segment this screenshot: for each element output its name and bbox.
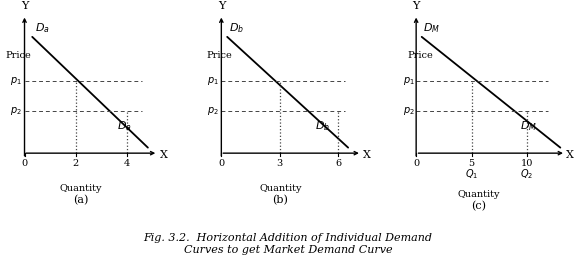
Text: $p_2$: $p_2$ — [403, 105, 415, 117]
Text: Quantity: Quantity — [59, 184, 102, 193]
Text: $D_{a}$: $D_{a}$ — [35, 21, 50, 35]
Text: $p_1$: $p_1$ — [207, 75, 219, 87]
Text: (a): (a) — [73, 195, 88, 206]
Text: $Q_2$: $Q_2$ — [521, 167, 533, 181]
Text: 10: 10 — [521, 159, 533, 168]
Text: X: X — [160, 150, 167, 160]
Text: Price: Price — [5, 51, 31, 60]
Text: Y: Y — [218, 1, 225, 11]
Text: 5: 5 — [468, 159, 475, 168]
Text: Fig. 3.2.  Horizontal Addition of Individual Demand
Curves to get Market Demand : Fig. 3.2. Horizontal Addition of Individ… — [143, 233, 433, 255]
Text: $D_{M}$: $D_{M}$ — [423, 21, 440, 35]
Text: X: X — [566, 150, 574, 160]
Text: $D_{M}$: $D_{M}$ — [520, 119, 537, 133]
Text: 0: 0 — [413, 159, 419, 168]
Text: Y: Y — [412, 1, 420, 11]
Text: 4: 4 — [124, 159, 130, 168]
Text: $D_{b}$: $D_{b}$ — [314, 119, 330, 133]
Text: 0: 0 — [218, 159, 225, 168]
Text: 0: 0 — [21, 159, 28, 168]
Text: Y: Y — [21, 1, 28, 11]
Text: 3: 3 — [276, 159, 283, 168]
Text: $D_{a}$: $D_{a}$ — [117, 119, 132, 133]
Text: Quantity: Quantity — [458, 190, 501, 199]
Text: 2: 2 — [73, 159, 79, 168]
Text: $Q_1$: $Q_1$ — [465, 167, 478, 181]
Text: $p_1$: $p_1$ — [10, 75, 21, 87]
Text: $D_{b}$: $D_{b}$ — [229, 21, 244, 35]
Text: 6: 6 — [335, 159, 342, 168]
Text: Quantity: Quantity — [259, 184, 302, 193]
Text: Price: Price — [207, 51, 233, 60]
Text: X: X — [363, 150, 370, 160]
Text: $p_2$: $p_2$ — [207, 105, 219, 117]
Text: Price: Price — [408, 51, 434, 60]
Text: (b): (b) — [272, 195, 288, 206]
Text: (c): (c) — [472, 201, 487, 211]
Text: $p_2$: $p_2$ — [10, 105, 21, 117]
Text: $p_1$: $p_1$ — [403, 75, 415, 87]
